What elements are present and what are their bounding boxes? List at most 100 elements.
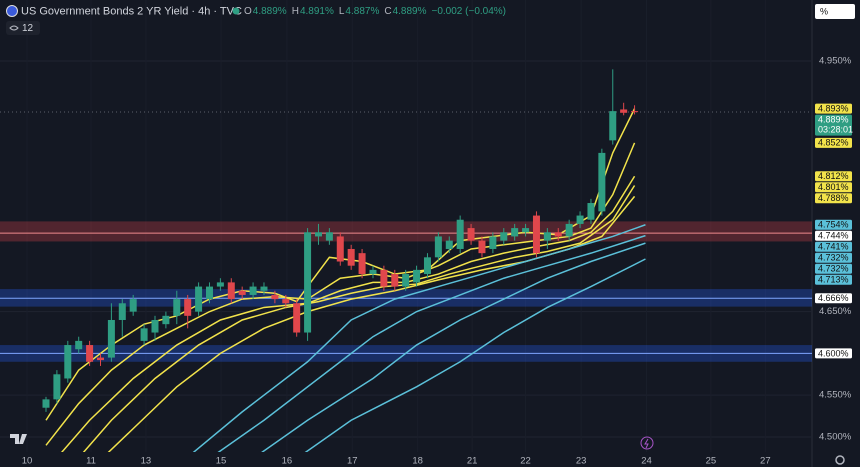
price-change: −0.002 (−0.04%)	[432, 6, 507, 17]
price-label-box	[815, 241, 852, 252]
candle-body	[151, 319, 159, 333]
price-label: 4.600%	[818, 348, 849, 358]
price-label-box	[815, 348, 852, 359]
lightning-icon	[644, 438, 649, 449]
price-label-box	[815, 263, 852, 274]
candle-body	[532, 215, 540, 254]
candle-body	[314, 232, 322, 237]
x-tick-label: 13	[141, 456, 152, 467]
candle-body	[511, 228, 519, 237]
x-tick-label: 18	[412, 456, 423, 467]
candle-body	[609, 111, 617, 141]
candle-body	[489, 236, 497, 249]
candle-body	[413, 269, 421, 283]
candle-body	[260, 286, 268, 291]
candle-body	[195, 286, 203, 312]
price-label-box	[815, 219, 852, 230]
settings-icon[interactable]	[835, 455, 845, 465]
candle-body	[304, 232, 312, 333]
candle-body	[227, 282, 235, 300]
last-price-label: 4.889%	[818, 114, 849, 124]
candle-body	[282, 299, 290, 304]
x-tick-label: 11	[86, 456, 96, 467]
candle-body	[500, 232, 508, 241]
price-label-box	[815, 193, 852, 204]
lightning-button[interactable]	[640, 436, 654, 450]
candle-body	[358, 253, 366, 275]
x-tick-label: 21	[467, 456, 478, 467]
tv-logo	[10, 434, 27, 444]
candle-body	[216, 282, 224, 287]
candle-body	[402, 274, 410, 287]
price-label: 4.852%	[818, 138, 849, 148]
candle-body	[96, 357, 104, 361]
y-tick-label: 4.650%	[819, 306, 852, 317]
price-label: 4.713%	[818, 275, 849, 285]
candle-body	[347, 248, 355, 266]
ohlc-header: O 4.889% H 4.891% L 4.887% C 4.889% −0.002 (−0.0…	[244, 6, 506, 17]
plot-area	[0, 60, 812, 452]
candle-body	[478, 240, 486, 254]
unit-button[interactable]	[815, 4, 855, 19]
candle-body	[140, 328, 148, 341]
price-label-box	[815, 252, 852, 263]
candle-body	[565, 223, 573, 237]
indicator-count: 12	[22, 23, 34, 34]
ma-line	[261, 242, 646, 452]
price-label-box	[815, 274, 852, 285]
candle-body	[434, 236, 442, 258]
chart-title: US Government Bonds 2 YR Yield · 4h · TV…	[21, 5, 242, 17]
candle-body	[86, 345, 94, 362]
level-zone	[0, 221, 812, 242]
price-label: 4.666%	[818, 293, 849, 303]
ohlc-value: 4.889%	[253, 6, 287, 17]
ohlc-key: C	[384, 6, 391, 17]
candle-body	[554, 232, 562, 237]
candle-body	[249, 286, 257, 295]
ma-line	[60, 175, 636, 452]
candle-body	[75, 340, 83, 350]
candle-body	[620, 109, 628, 113]
live-dot	[232, 7, 240, 15]
x-tick-label: 23	[576, 456, 587, 467]
ohlc-key: O	[244, 6, 252, 17]
y-tick-label: 4.500%	[819, 431, 852, 442]
candle-body	[467, 228, 475, 241]
price-label-box	[815, 182, 852, 193]
candle-body	[238, 290, 246, 295]
candle-body	[129, 299, 137, 312]
x-tick-label: 24	[641, 456, 652, 467]
eye-icon	[9, 25, 19, 31]
ma-line	[45, 142, 636, 446]
ohlc-value: 4.889%	[393, 6, 427, 17]
price-label: 4.741%	[818, 242, 849, 252]
candle-body	[576, 215, 584, 224]
countdown-label: 03:28:01	[818, 124, 853, 134]
candle-body	[391, 274, 399, 287]
candle-body	[53, 374, 61, 400]
x-tick-label: 15	[216, 456, 227, 467]
price-label: 4.732%	[818, 253, 849, 263]
price-label: 4.812%	[818, 171, 849, 181]
price-label: 4.801%	[818, 182, 849, 192]
ohlc-value: 4.887%	[345, 6, 379, 17]
price-label-box	[815, 137, 852, 148]
ohlc-key: H	[292, 6, 299, 17]
price-label-box	[815, 114, 852, 136]
indicator-box[interactable]	[6, 21, 40, 35]
x-tick-label: 25	[706, 456, 717, 467]
candle-body	[118, 303, 126, 320]
y-tick-label: 4.950%	[819, 56, 852, 67]
candle-body	[336, 236, 344, 262]
candle-body	[380, 269, 388, 287]
flag-icon	[6, 5, 18, 17]
price-label-box	[815, 230, 852, 241]
x-tick-label: 10	[22, 456, 33, 467]
candle-body	[325, 232, 333, 241]
ohlc-key: L	[339, 6, 345, 17]
candle-body	[456, 219, 464, 249]
price-label-box	[815, 171, 852, 182]
candle-body	[369, 269, 377, 275]
x-tick-label: 17	[347, 456, 358, 467]
